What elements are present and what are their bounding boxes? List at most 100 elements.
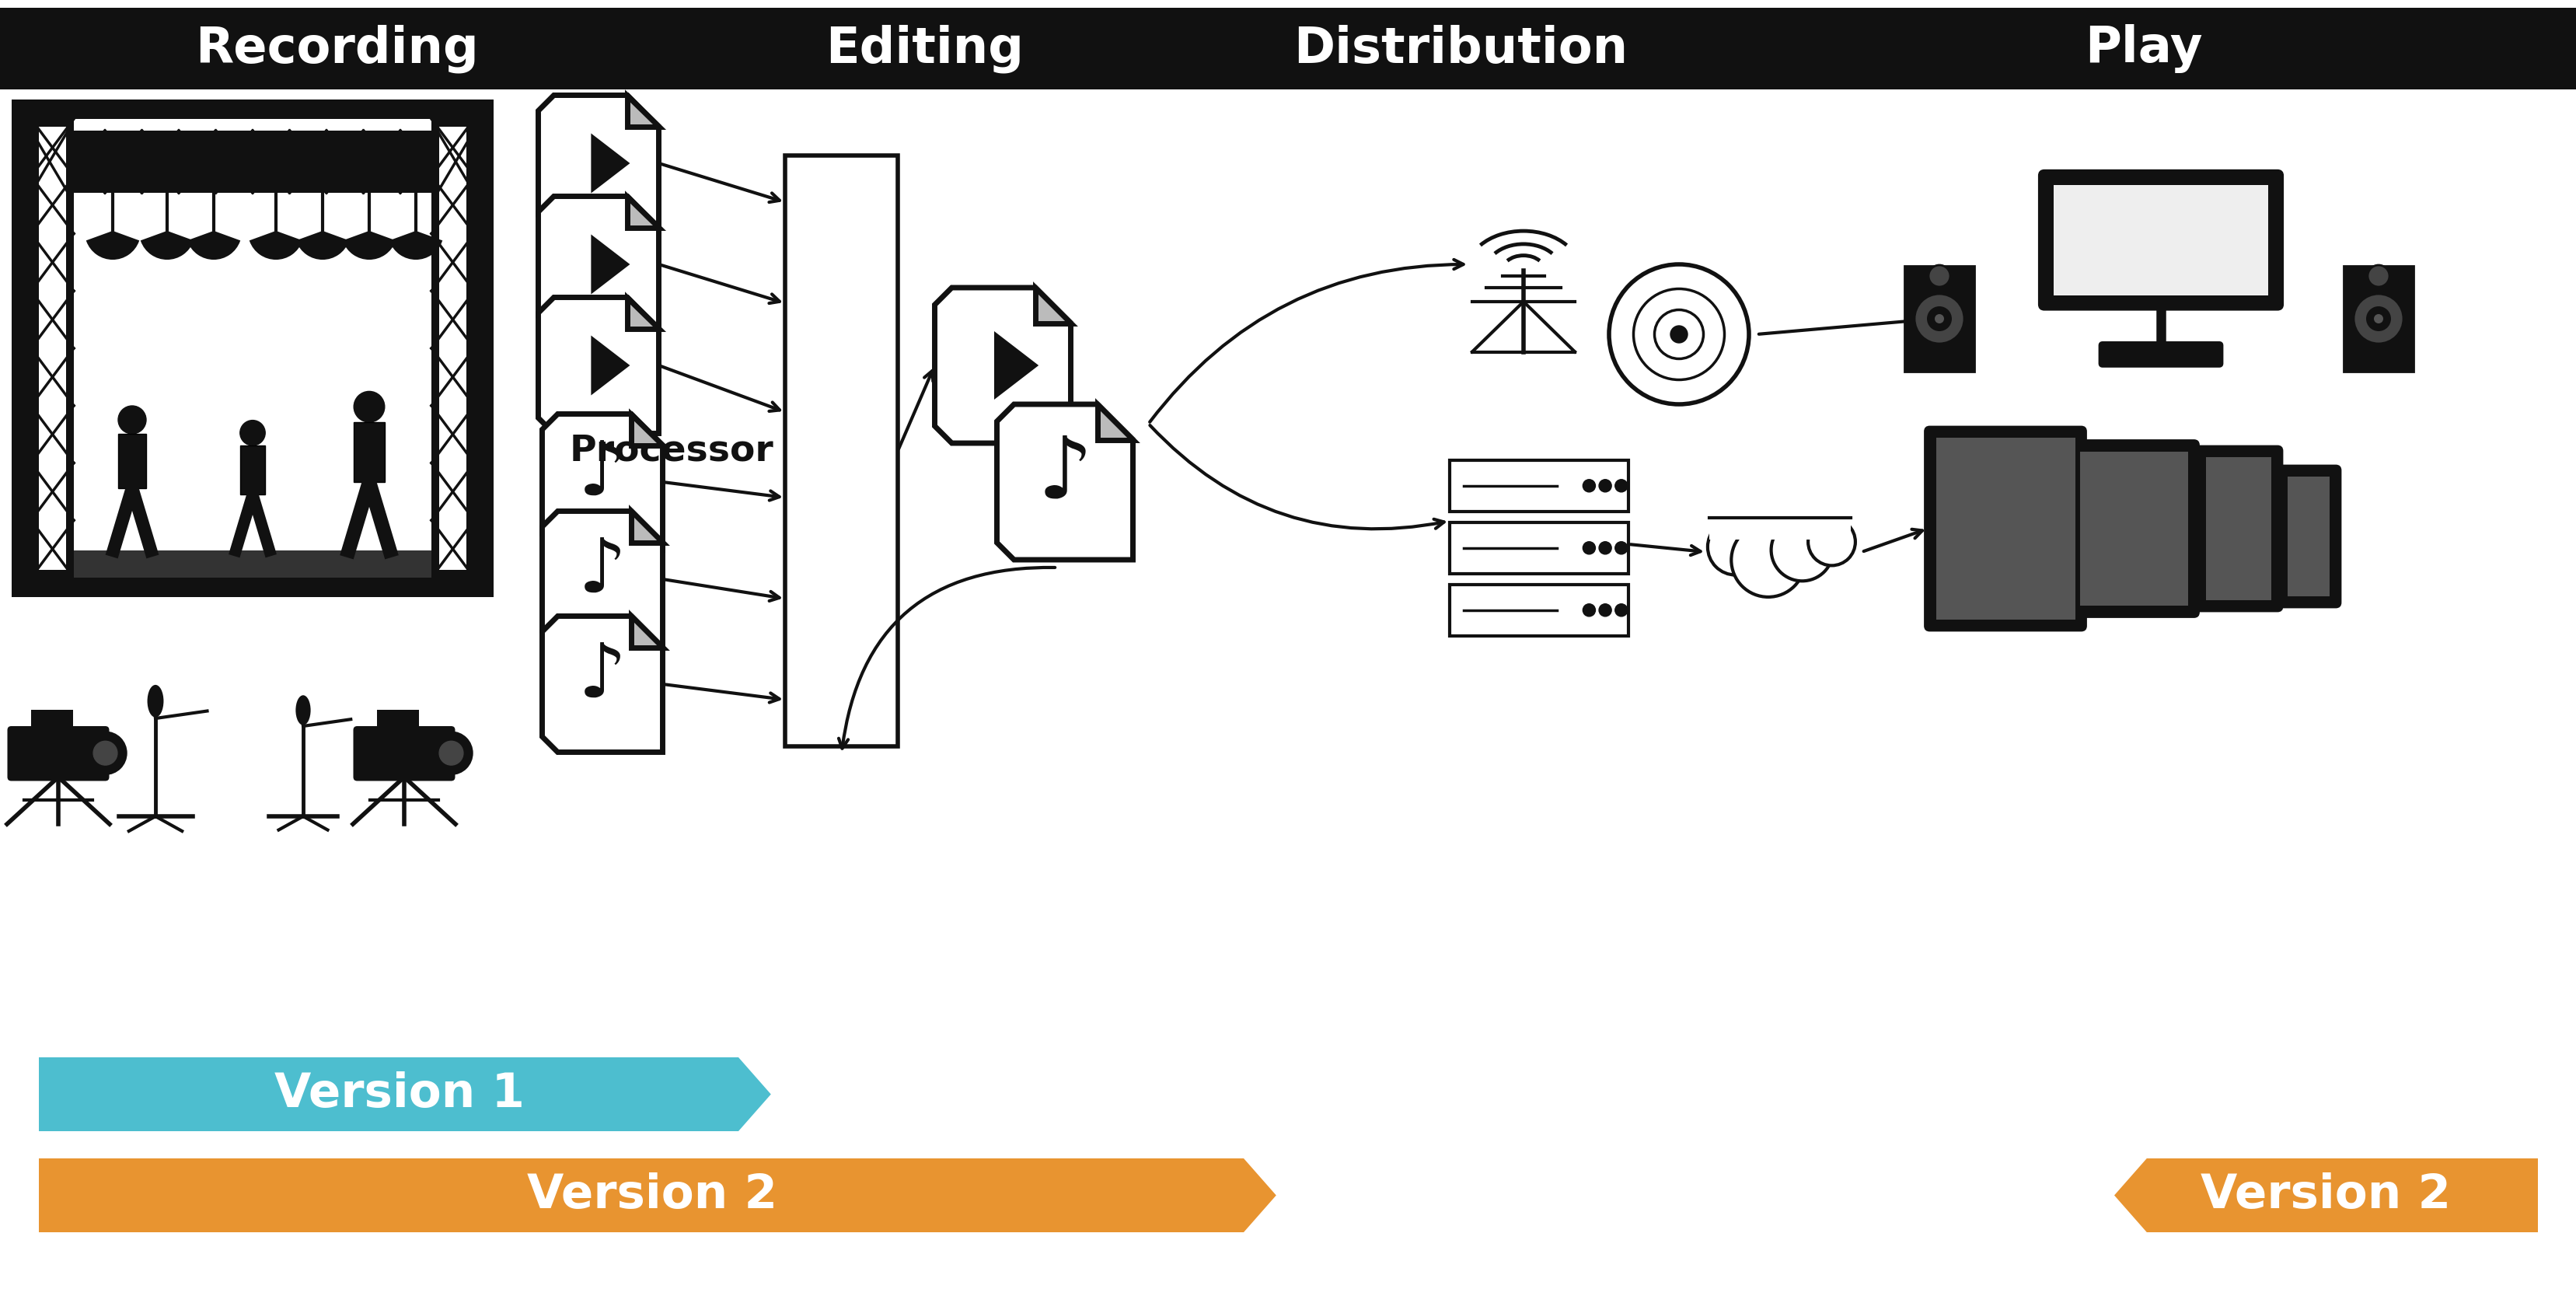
Circle shape — [2375, 314, 2383, 323]
Wedge shape — [188, 232, 240, 259]
FancyBboxPatch shape — [31, 119, 75, 577]
FancyBboxPatch shape — [2195, 446, 2282, 611]
Wedge shape — [296, 232, 348, 259]
Text: Processor: Processor — [569, 434, 773, 468]
FancyBboxPatch shape — [1450, 585, 1628, 636]
PathPatch shape — [631, 511, 662, 542]
Wedge shape — [142, 232, 193, 259]
PathPatch shape — [629, 297, 659, 328]
Circle shape — [1808, 519, 1855, 566]
Text: Version 1: Version 1 — [273, 1071, 526, 1117]
FancyBboxPatch shape — [2287, 477, 2329, 597]
FancyBboxPatch shape — [39, 126, 67, 569]
FancyBboxPatch shape — [8, 726, 108, 780]
FancyBboxPatch shape — [1708, 517, 1852, 539]
FancyBboxPatch shape — [75, 550, 430, 577]
FancyBboxPatch shape — [1924, 427, 2087, 631]
Ellipse shape — [296, 696, 312, 726]
PathPatch shape — [541, 511, 662, 648]
Text: Play: Play — [2084, 23, 2202, 73]
FancyBboxPatch shape — [2205, 457, 2272, 601]
FancyBboxPatch shape — [31, 130, 474, 193]
Circle shape — [1633, 289, 1723, 379]
Circle shape — [1935, 314, 1945, 323]
Polygon shape — [1710, 8, 2576, 90]
Polygon shape — [590, 335, 631, 395]
Circle shape — [1600, 542, 1613, 554]
Circle shape — [2367, 265, 2391, 287]
Polygon shape — [0, 8, 685, 90]
Circle shape — [1615, 542, 1628, 554]
PathPatch shape — [631, 414, 662, 446]
Text: Version 2: Version 2 — [2200, 1173, 2452, 1218]
FancyBboxPatch shape — [13, 99, 495, 597]
PathPatch shape — [538, 95, 659, 232]
Circle shape — [1927, 306, 1953, 331]
Text: ♪: ♪ — [577, 641, 626, 714]
FancyBboxPatch shape — [2053, 185, 2269, 294]
Wedge shape — [250, 232, 301, 259]
Text: Recording: Recording — [196, 25, 479, 73]
FancyBboxPatch shape — [376, 710, 417, 731]
FancyBboxPatch shape — [353, 726, 456, 780]
Circle shape — [440, 741, 464, 765]
FancyBboxPatch shape — [2040, 171, 2282, 309]
Circle shape — [1669, 326, 1687, 344]
FancyBboxPatch shape — [2344, 266, 2414, 371]
PathPatch shape — [997, 404, 1133, 560]
PathPatch shape — [935, 288, 1072, 443]
FancyBboxPatch shape — [2099, 343, 2223, 366]
Circle shape — [1582, 542, 1595, 554]
FancyBboxPatch shape — [31, 710, 72, 731]
Circle shape — [118, 405, 147, 434]
FancyBboxPatch shape — [430, 119, 474, 577]
FancyBboxPatch shape — [240, 446, 265, 494]
Circle shape — [430, 732, 471, 774]
Ellipse shape — [147, 685, 165, 718]
Polygon shape — [590, 235, 631, 294]
Text: ♪: ♪ — [577, 537, 626, 609]
Text: ♪: ♪ — [577, 439, 626, 511]
PathPatch shape — [629, 95, 659, 126]
Polygon shape — [2115, 1158, 2537, 1233]
Text: Distribution: Distribution — [1293, 25, 1628, 73]
FancyBboxPatch shape — [1450, 523, 1628, 573]
Circle shape — [1610, 265, 1749, 404]
FancyBboxPatch shape — [2069, 440, 2200, 616]
Circle shape — [353, 391, 384, 422]
Polygon shape — [1195, 8, 1759, 90]
Circle shape — [1600, 480, 1613, 493]
PathPatch shape — [1036, 288, 1072, 323]
PathPatch shape — [631, 616, 662, 648]
PathPatch shape — [538, 197, 659, 332]
Circle shape — [85, 732, 126, 774]
FancyBboxPatch shape — [353, 422, 384, 482]
Wedge shape — [392, 232, 440, 259]
Circle shape — [93, 741, 118, 765]
Text: ♪: ♪ — [1038, 433, 1092, 516]
Text: Editing: Editing — [824, 25, 1023, 73]
Circle shape — [240, 421, 265, 446]
PathPatch shape — [541, 414, 662, 550]
Circle shape — [1615, 480, 1628, 493]
Polygon shape — [39, 1158, 1275, 1233]
FancyBboxPatch shape — [2079, 451, 2187, 606]
FancyBboxPatch shape — [1904, 266, 1973, 371]
Polygon shape — [590, 133, 631, 193]
Circle shape — [1615, 603, 1628, 616]
Circle shape — [2367, 306, 2391, 331]
Wedge shape — [343, 232, 394, 259]
Circle shape — [1929, 265, 1950, 287]
Text: Version 2: Version 2 — [528, 1173, 778, 1218]
FancyBboxPatch shape — [1937, 438, 2076, 620]
FancyBboxPatch shape — [118, 434, 147, 489]
FancyBboxPatch shape — [786, 155, 899, 747]
Polygon shape — [39, 1057, 770, 1131]
FancyBboxPatch shape — [438, 126, 466, 569]
FancyBboxPatch shape — [2277, 465, 2342, 607]
PathPatch shape — [541, 616, 662, 752]
PathPatch shape — [538, 297, 659, 434]
PathPatch shape — [629, 197, 659, 228]
Circle shape — [1772, 519, 1834, 581]
Circle shape — [1708, 519, 1765, 575]
